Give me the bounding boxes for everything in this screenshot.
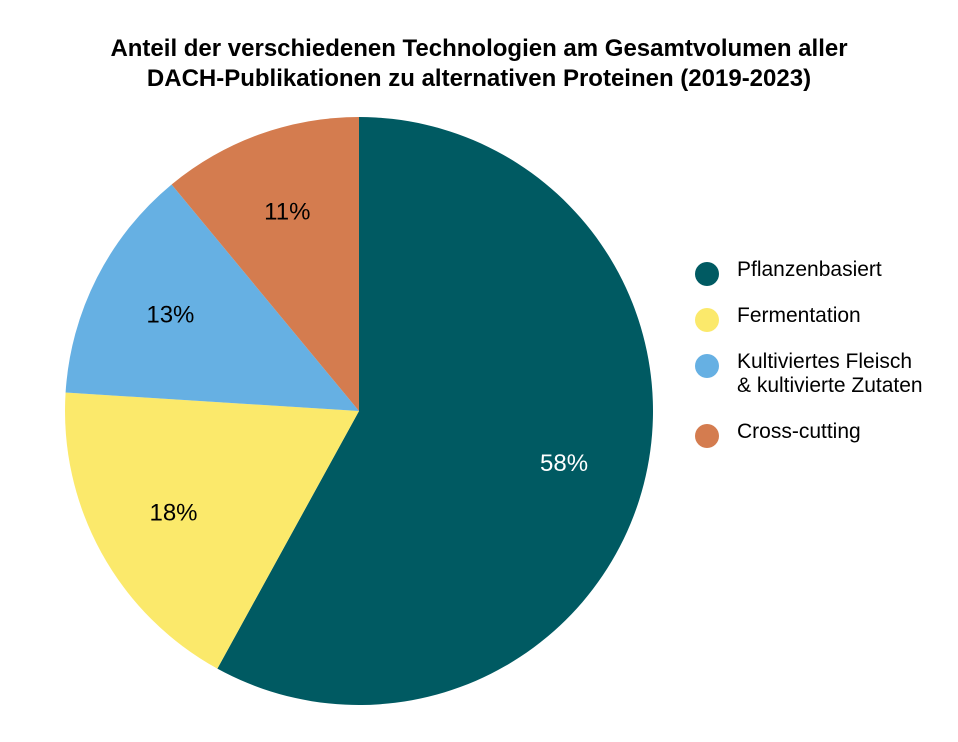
pie-slice-kultiviertes-fleisch xyxy=(65,184,359,411)
slice-label-kultiviertes-fleisch: 13% xyxy=(146,301,194,328)
pie-slice-cross-cutting xyxy=(171,117,359,411)
slice-label-cross-cutting: 11% xyxy=(264,198,310,225)
slice-label-pflanzenbasiert: 58% xyxy=(540,450,588,477)
legend-label-fermentation: Fermentation xyxy=(737,304,861,327)
legend-swatch-fermentation xyxy=(695,308,719,332)
slice-label-fermentation: 18% xyxy=(149,499,197,526)
legend-label-kultiviertes-fleisch: Kultiviertes Fleisch & kultivierte Zutat… xyxy=(737,350,923,397)
legend-swatch-kultiviertes-fleisch xyxy=(695,354,719,378)
legend-item-cross-cutting: Cross-cutting xyxy=(695,420,957,448)
pie-slice-pflanzenbasiert xyxy=(217,117,653,705)
chart-title-line-1: Anteil der verschiedenen Technologien am… xyxy=(110,35,848,62)
chart-title: Anteil der verschiedenen Technologien am… xyxy=(0,34,958,94)
legend-label-pflanzenbasiert: Pflanzenbasiert xyxy=(737,258,882,281)
pie-slice-labels: 58% 18% 13% 11% xyxy=(146,198,588,526)
pie-slice-fermentation xyxy=(64,392,359,669)
legend-item-pflanzenbasiert: Pflanzenbasiert xyxy=(695,258,957,286)
legend-item-fermentation: Fermentation xyxy=(695,304,957,332)
legend-label-cross-cutting: Cross-cutting xyxy=(737,420,861,443)
legend-swatch-cross-cutting xyxy=(695,424,719,448)
legend: Pflanzenbasiert Fermentation Kultivierte… xyxy=(695,258,957,448)
chart-title-line-2: DACH-Publikationen zu alternativen Prote… xyxy=(146,65,812,92)
legend-swatch-pflanzenbasiert xyxy=(695,262,719,286)
legend-item-kultiviertes-fleisch: Kultiviertes Fleisch & kultivierte Zutat… xyxy=(695,350,957,398)
pie-slices xyxy=(64,117,653,705)
